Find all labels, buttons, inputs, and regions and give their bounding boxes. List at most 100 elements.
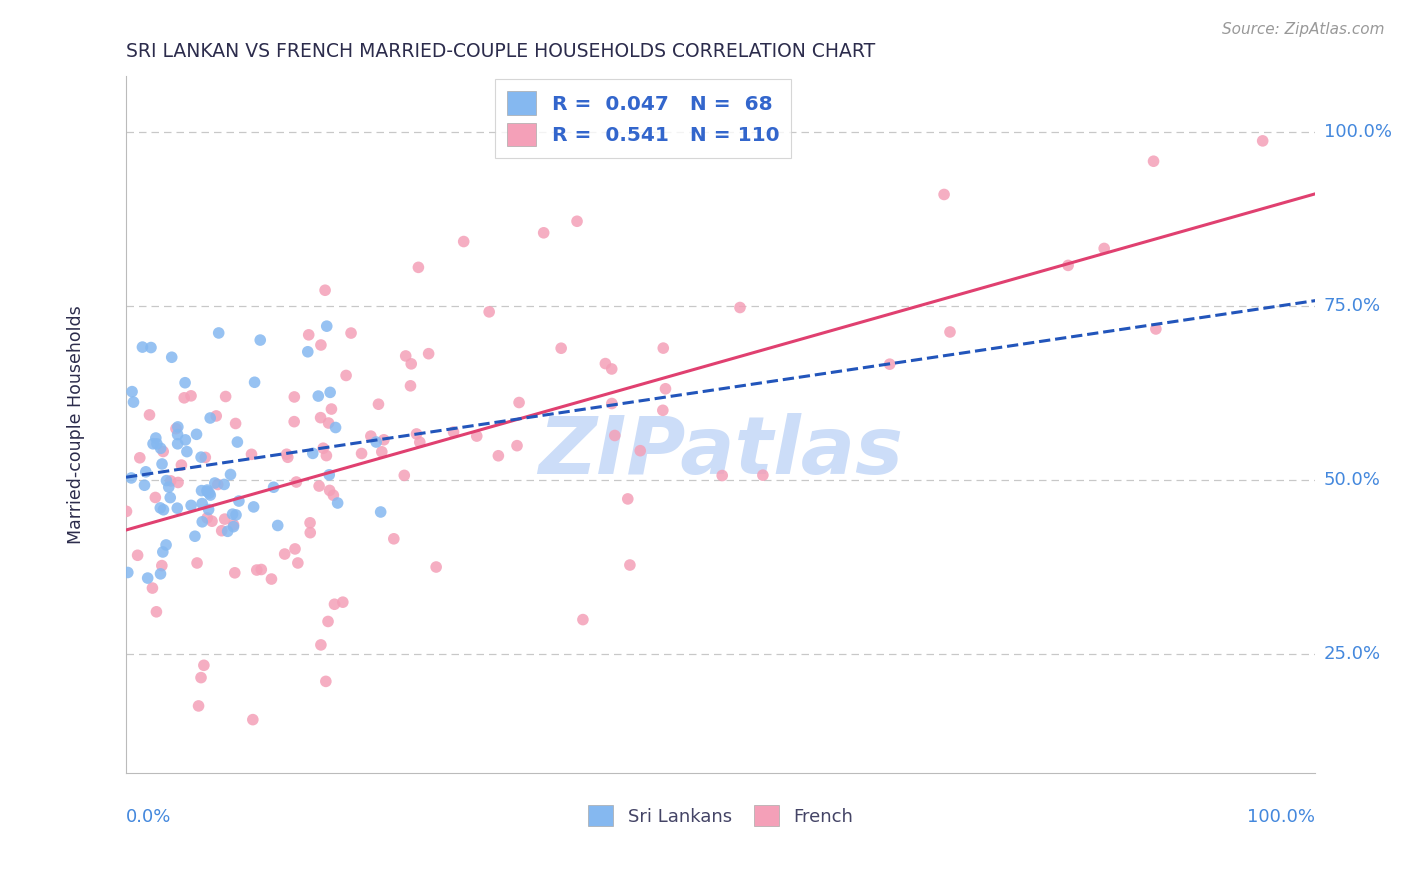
Point (297, 344, 319, 359)
Point (299, 516, 322, 530)
Point (283, 390, 305, 404)
Point (201, 514, 224, 528)
Point (135, 465, 157, 479)
Point (243, 376, 266, 390)
Point (321, 402, 343, 417)
Point (273, 547, 295, 561)
Point (371, 445, 394, 459)
Point (298, 327, 321, 342)
Point (1142, 154, 1164, 169)
Point (299, 525, 322, 540)
Point (395, 349, 418, 363)
Point (197, 502, 219, 516)
Point (191, 497, 214, 511)
Point (150, 558, 173, 573)
Text: 50.0%: 50.0% (1323, 471, 1381, 489)
Point (711, 468, 734, 483)
Point (465, 429, 488, 443)
Point (186, 556, 208, 570)
Point (214, 390, 236, 404)
Point (323, 597, 346, 611)
Point (1144, 322, 1167, 336)
Point (212, 477, 235, 491)
Point (418, 347, 440, 361)
Point (315, 674, 337, 689)
Point (652, 341, 675, 355)
Point (194, 450, 217, 465)
Point (932, 187, 955, 202)
Point (121, 384, 143, 399)
Point (152, 444, 174, 458)
Point (146, 437, 169, 451)
Point (394, 468, 416, 483)
Point (174, 433, 197, 447)
Text: 0.0%: 0.0% (127, 807, 172, 826)
Point (1057, 259, 1080, 273)
Point (533, 226, 555, 240)
Point (332, 595, 354, 609)
Point (572, 613, 595, 627)
Point (166, 420, 188, 434)
Point (217, 524, 239, 539)
Point (139, 341, 162, 355)
Point (506, 439, 529, 453)
Point (198, 411, 221, 425)
Point (425, 560, 447, 574)
Point (195, 483, 218, 497)
Point (165, 422, 187, 436)
Point (335, 368, 357, 383)
Point (267, 518, 290, 533)
Point (728, 301, 751, 315)
Point (166, 437, 188, 451)
Point (200, 488, 222, 502)
Point (316, 615, 339, 629)
Point (619, 558, 641, 572)
Point (301, 446, 323, 460)
Point (198, 486, 221, 500)
Point (443, 425, 465, 439)
Point (155, 474, 177, 488)
Point (651, 403, 673, 417)
Point (214, 512, 236, 526)
Point (326, 496, 349, 510)
Point (142, 436, 165, 450)
Point (127, 549, 149, 563)
Point (276, 447, 298, 461)
Point (315, 449, 337, 463)
Point (284, 541, 307, 556)
Text: ZIPatlas: ZIPatlas (538, 413, 903, 491)
Text: 100.0%: 100.0% (1247, 807, 1316, 826)
Point (120, 471, 142, 485)
Point (603, 428, 626, 442)
Point (367, 397, 389, 411)
Point (190, 483, 212, 498)
Point (228, 494, 250, 508)
Text: Married-couple Households: Married-couple Households (67, 305, 84, 544)
Point (453, 235, 475, 249)
Point (322, 488, 344, 502)
Point (160, 351, 183, 365)
Point (373, 433, 395, 447)
Point (249, 333, 271, 347)
Point (382, 532, 405, 546)
Point (285, 475, 308, 489)
Point (159, 491, 181, 505)
Point (167, 475, 190, 490)
Point (318, 416, 340, 430)
Point (242, 713, 264, 727)
Point (204, 475, 226, 490)
Point (225, 508, 247, 522)
Point (195, 511, 218, 525)
Point (170, 458, 193, 472)
Point (312, 441, 335, 455)
Point (141, 581, 163, 595)
Point (628, 443, 651, 458)
Point (242, 500, 264, 514)
Point (260, 572, 283, 586)
Point (159, 474, 181, 488)
Point (309, 410, 332, 425)
Point (180, 389, 202, 403)
Point (138, 408, 160, 422)
Point (128, 450, 150, 465)
Point (654, 382, 676, 396)
